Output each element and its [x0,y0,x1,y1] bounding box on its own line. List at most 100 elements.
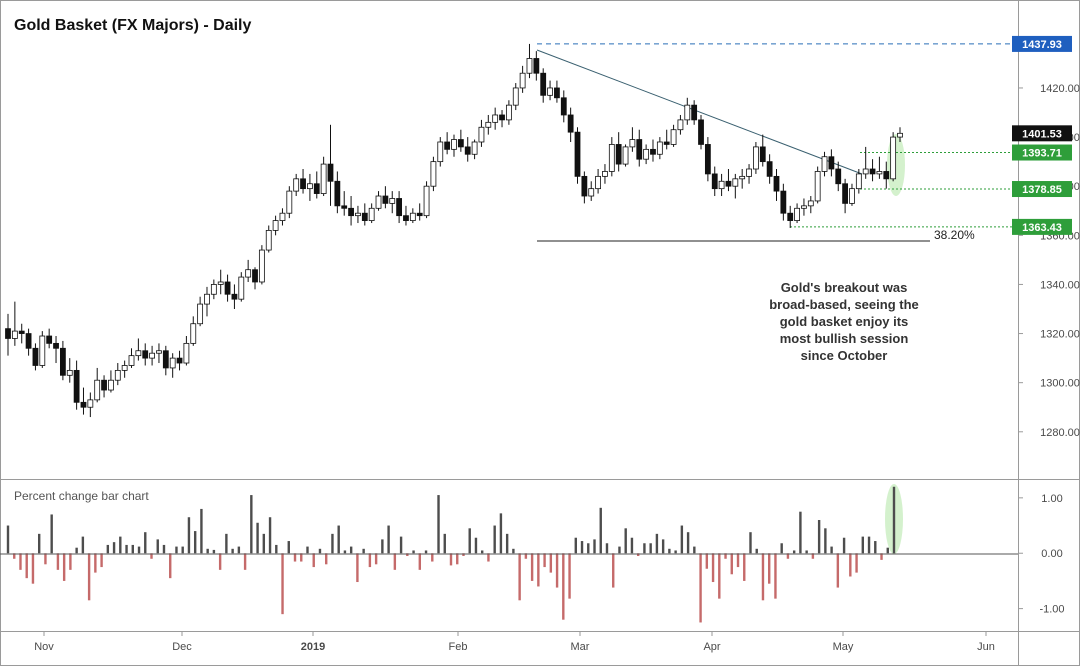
bar-positive [661,539,665,554]
candle-body-bear [142,350,149,359]
bar-negative [25,553,28,579]
candle-body-bull [739,175,746,180]
candle [505,100,512,125]
candle-body-bear [828,156,835,170]
bar-positive [817,520,821,554]
candle [53,336,59,364]
candle-body-bear [327,163,334,182]
bar-positive [75,547,78,554]
candle-body-bear [636,139,643,160]
candle [444,132,451,155]
candle [478,119,485,147]
annotation-line: since October [801,348,888,363]
time-tick-label: Feb [449,641,468,653]
candle-body-bull [485,121,492,128]
bar-positive [144,532,147,554]
candle [183,336,190,366]
candle-body-bull [794,207,800,221]
candle [471,139,478,160]
candle-body-bull [814,171,821,202]
bar-positive [474,537,478,554]
bar-positive [755,548,758,554]
bar-negative [69,553,72,570]
annotation-line: broad-based, seeing the [769,297,919,312]
candle [814,166,821,204]
bar-positive [306,546,309,554]
candle [560,90,567,123]
bar-negative [13,553,16,559]
candle [554,80,560,103]
bar-positive [580,541,584,554]
bar-positive [237,546,241,554]
bar-positive [480,550,484,554]
candle-body-bull [87,399,94,408]
bar-negative [100,553,103,568]
bar-negative [243,553,247,570]
level-label-text: 1378.85 [1022,184,1062,196]
bar-negative [218,553,222,570]
candle-body-bull [897,132,903,138]
candle [753,141,759,174]
bar-negative [880,553,883,560]
bar-positive [250,495,253,554]
time-tick-label: Nov [34,641,54,653]
trendline [536,49,863,175]
candles-layer [5,43,903,418]
bar-positive [587,543,590,554]
candle [883,161,890,189]
level-label-box [1012,144,1072,161]
candle-body-bear [59,347,66,376]
candle [869,159,876,182]
bar-negative [374,553,378,565]
candle-body-bear [231,293,238,300]
bar-positive [231,548,234,554]
candle-body-bull [684,104,691,121]
candle [842,178,849,214]
bar-negative [293,553,297,562]
candle-body-bull [11,330,18,339]
price-tick-label: 1420.00 [1040,83,1080,95]
candle-body-bull [526,58,533,74]
candle-body-bull [519,72,526,89]
candle-body-bear [533,58,540,74]
bar-negative [736,553,740,568]
bar-positive [824,528,827,554]
bar-negative [549,553,553,573]
candle-body-bear [53,342,59,349]
bar-negative [31,553,35,584]
candle-body-bull [156,350,162,354]
candle [355,205,361,224]
candle [217,269,224,295]
candle-body-bear [162,350,169,369]
candle [348,196,354,226]
candle-body-bull [320,163,327,194]
bar-negative [312,553,315,568]
candle [437,137,444,167]
candle [396,191,403,224]
candle-body-bear [416,212,423,217]
candle-body-bull [430,161,437,187]
time-tick-label: Dec [172,641,192,653]
candle [595,169,601,194]
bar-negative [281,553,284,615]
candle-body-bull [753,146,759,170]
bar-positive [106,544,110,554]
bar-negative [711,553,715,583]
bar-positive [674,550,677,554]
candle [368,203,375,224]
candle-body-bull [670,129,677,145]
bar-positive [162,544,166,554]
candle-body-bear [615,144,622,165]
candle [464,137,471,162]
candle-body-bear [883,171,890,180]
candle [25,328,32,356]
bar-positive [318,548,322,554]
candle [252,267,258,290]
bar-negative [761,553,765,601]
bar-positive [493,525,496,554]
candle [409,208,416,224]
candle [567,107,574,142]
candle-body-bull [732,178,739,187]
candle-body-bear [787,212,794,221]
candle [547,80,553,101]
